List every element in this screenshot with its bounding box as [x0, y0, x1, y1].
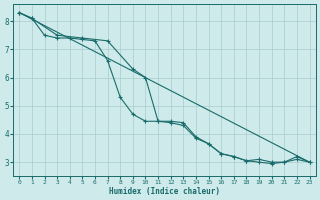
- X-axis label: Humidex (Indice chaleur): Humidex (Indice chaleur): [109, 187, 220, 196]
